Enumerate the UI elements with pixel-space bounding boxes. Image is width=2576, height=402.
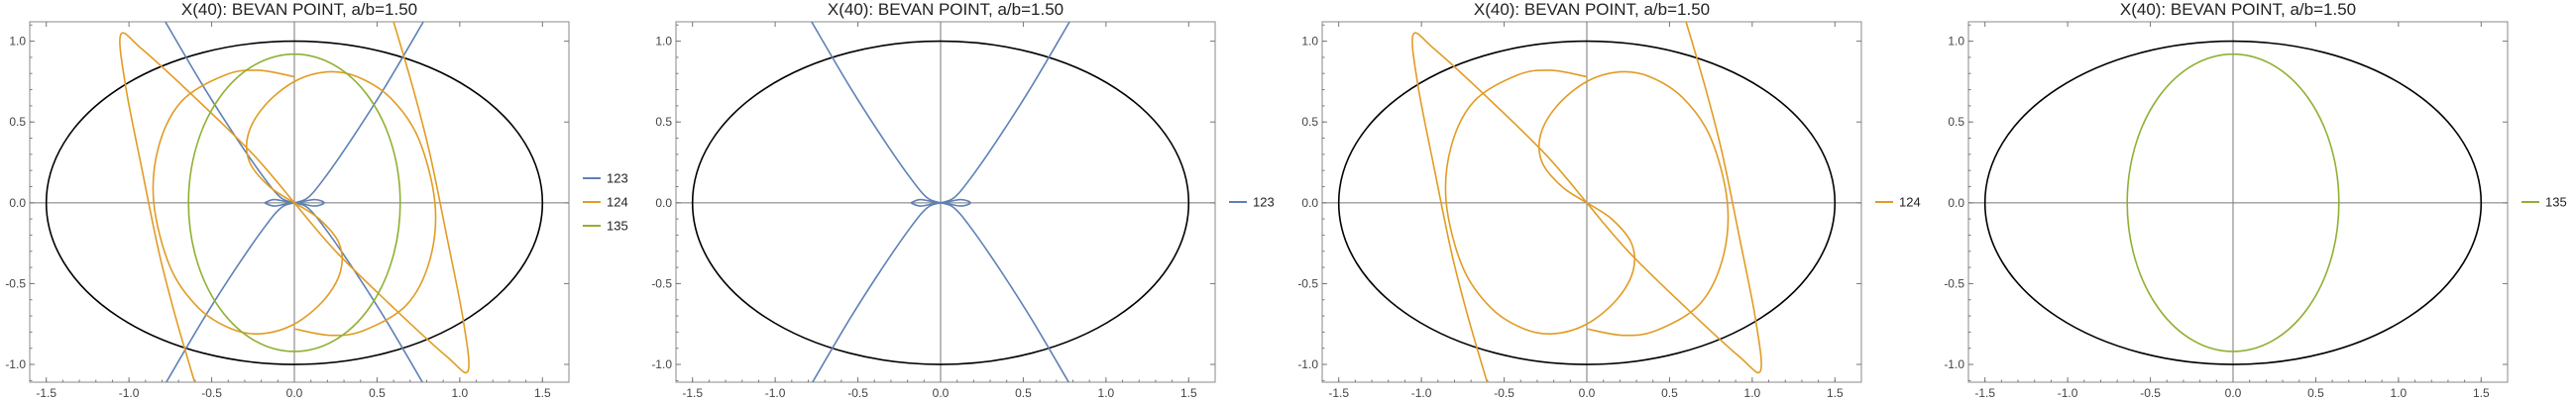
x-tick-label: 0.0 <box>286 386 303 400</box>
reference-ellipse <box>1983 40 2483 365</box>
y-tick-label: 0.0 <box>655 196 672 210</box>
series-123-upper-right <box>940 22 1070 204</box>
chart-panel-4: X(40): BEVAN POINT, a/b=1.50 -1.5 -1.0 -0.5… <box>1944 0 2509 400</box>
plot-area <box>691 22 1190 382</box>
chart-title: X(40): BEVAN POINT, a/b=1.50 <box>1474 0 1710 19</box>
legend-label-124: 124 <box>607 195 628 210</box>
y-tick-label: -1.0 <box>651 357 672 371</box>
series-123-lower-right <box>293 202 424 382</box>
y-tick-label: 1.0 <box>9 35 26 49</box>
x-tick-label: 0.5 <box>1015 386 1032 400</box>
legend-label-123: 123 <box>1253 195 1275 210</box>
series-124-outer-left <box>1411 32 1588 382</box>
y-tick-label: 0.5 <box>9 115 26 129</box>
series-123-upper-right <box>293 22 424 204</box>
series-135-curve <box>187 52 401 352</box>
chart-panel-2: X(40): BEVAN POINT, a/b=1.50 -1.5 -1.0 -0.5… <box>651 0 1216 400</box>
y-tick-label: 0.0 <box>1301 196 1318 210</box>
x-tick-label: 0.0 <box>933 386 950 400</box>
x-tick-label: -0.5 <box>847 386 868 400</box>
legend-label-124: 124 <box>1899 195 1921 210</box>
x-tick-label: -1.0 <box>765 386 786 400</box>
reference-ellipse <box>691 40 1190 365</box>
plot-area <box>1337 22 1837 382</box>
chart-panel-1: X(40): BEVAN POINT, a/b=1.50 -1.5 -1.0 -0.5… <box>5 0 570 400</box>
plot-area <box>45 22 544 382</box>
x-tick-label: 1.0 <box>1098 386 1115 400</box>
x-tick-label: -1.5 <box>1974 386 1995 400</box>
series-124-outer-left <box>119 32 295 382</box>
series-124-loop-lower <box>1444 69 1636 336</box>
x-tick-label: -0.5 <box>201 386 222 400</box>
x-tick-label: 1.0 <box>1744 386 1761 400</box>
y-tick-label: -0.5 <box>651 276 672 290</box>
x-tick-label: 1.5 <box>534 386 551 400</box>
y-tick-label: -1.0 <box>1944 357 1964 371</box>
series-123-upper-left <box>811 22 942 204</box>
legend-label-123: 123 <box>607 171 628 186</box>
series-123-lower-left <box>165 202 295 382</box>
x-tick-label: -1.0 <box>2058 386 2078 400</box>
series-124-loop-lower <box>152 69 344 336</box>
y-tick-label: -1.0 <box>1297 357 1318 371</box>
x-tick-label: 0.5 <box>1661 386 1678 400</box>
legend-label-135: 135 <box>2545 195 2567 210</box>
series-123-lower-left <box>811 202 942 382</box>
chart-title: X(40): BEVAN POINT, a/b=1.50 <box>181 0 417 19</box>
x-tick-label: -0.5 <box>1494 386 1514 400</box>
series-123-loop <box>264 198 325 207</box>
y-tick-label: 0.5 <box>1301 115 1318 129</box>
y-tick-label: 0.5 <box>655 115 672 129</box>
series-123-upper-left <box>165 22 295 204</box>
x-tick-label: -1.5 <box>1328 386 1349 400</box>
y-tick-label: -0.5 <box>1297 276 1318 290</box>
x-tick-label: 1.5 <box>2473 386 2490 400</box>
y-tick-label: 1.0 <box>1948 35 1964 49</box>
plot-area <box>1983 40 2483 365</box>
x-tick-label: -1.0 <box>1411 386 1432 400</box>
y-tick-label: 1.0 <box>655 35 672 49</box>
y-tick-label: 1.0 <box>1301 35 1318 49</box>
chart-panel-3: X(40): BEVAN POINT, a/b=1.50 -1.5 -1.0 -0.5… <box>1297 0 1862 400</box>
series-124-outer-right <box>293 22 470 374</box>
x-tick-label: 1.0 <box>452 386 469 400</box>
y-tick-label: -0.5 <box>1944 276 1964 290</box>
series-123-loop <box>910 198 971 207</box>
y-tick-label: 0.0 <box>9 196 26 210</box>
reference-ellipse <box>45 40 544 365</box>
x-tick-label: 0.5 <box>2307 386 2324 400</box>
plot-frame <box>1967 21 2509 383</box>
plot-frame <box>29 21 570 383</box>
plot-frame <box>1321 21 1862 383</box>
x-tick-label: -1.5 <box>682 386 703 400</box>
y-tick-label: 0.0 <box>1948 196 1964 210</box>
x-tick-label: -0.5 <box>2140 386 2161 400</box>
x-tick-label: 0.5 <box>369 386 386 400</box>
x-tick-label: 1.5 <box>1180 386 1197 400</box>
y-tick-label: -0.5 <box>5 276 26 290</box>
y-tick-label: -1.0 <box>5 357 26 371</box>
series-135-curve <box>2126 52 2340 352</box>
series-123-lower-right <box>940 202 1070 382</box>
chart-title: X(40): BEVAN POINT, a/b=1.50 <box>828 0 1064 19</box>
legend-label-135: 135 <box>607 219 628 234</box>
reference-ellipse <box>1337 40 1837 365</box>
x-tick-label: 1.5 <box>1827 386 1844 400</box>
series-124-loop-upper <box>245 70 437 337</box>
y-tick-label: 0.5 <box>1948 115 1964 129</box>
series-124-loop-upper <box>1537 70 1730 337</box>
x-tick-label: 0.0 <box>2225 386 2242 400</box>
x-tick-label: -1.5 <box>36 386 56 400</box>
x-tick-label: 1.0 <box>2391 386 2408 400</box>
series-124-outer-right <box>1586 22 1762 374</box>
x-tick-label: -1.0 <box>119 386 140 400</box>
chart-title: X(40): BEVAN POINT, a/b=1.50 <box>2120 0 2356 19</box>
x-tick-label: 0.0 <box>1579 386 1596 400</box>
plot-frame <box>675 21 1216 383</box>
